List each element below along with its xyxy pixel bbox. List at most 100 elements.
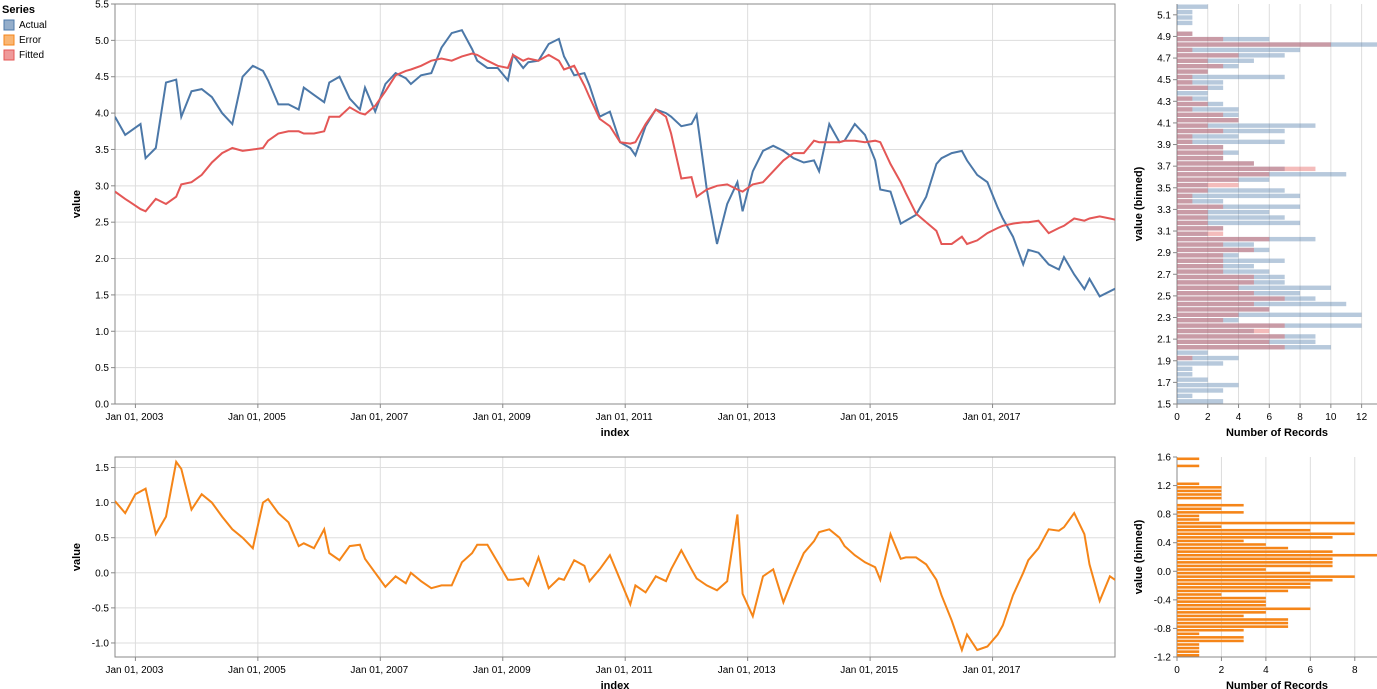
histogram-bar-actual <box>1177 307 1270 312</box>
histogram-bar-fitted <box>1177 280 1254 285</box>
y-tick-label: -1.2 <box>1154 653 1172 664</box>
histogram-bar-actual <box>1177 96 1208 101</box>
histogram-bar-fitted <box>1177 220 1208 226</box>
x-axis-title: Number of Records <box>1226 427 1328 439</box>
histogram-bar-fitted <box>1177 150 1224 155</box>
histogram-bar-actual <box>1177 263 1254 269</box>
x-tick-label: Jan 01, 2009 <box>473 665 531 676</box>
histogram-bar-fitted <box>1177 328 1270 334</box>
x-tick-label: 0 <box>1174 665 1180 676</box>
histogram-bar-error <box>1177 493 1222 496</box>
histogram-bar-fitted <box>1177 226 1224 231</box>
y-tick-label: 1.0 <box>95 327 109 338</box>
histogram-bar-fitted <box>1177 301 1254 307</box>
x-tick-label: Jan 01, 2003 <box>105 665 163 676</box>
histogram-bar-error <box>1177 628 1244 632</box>
histogram-bar-actual <box>1177 388 1224 393</box>
histogram-bar-fitted <box>1177 36 1224 42</box>
histogram-bar-error <box>1177 593 1222 596</box>
histogram-bar-actual <box>1177 355 1239 361</box>
y-tick-label: -0.4 <box>1154 595 1172 606</box>
histogram-bar-actual <box>1177 242 1254 247</box>
histogram-bar-actual <box>1177 58 1254 63</box>
histogram-bar-error <box>1177 521 1355 525</box>
histogram-bar-fitted <box>1177 263 1224 269</box>
y-tick-label: 0.4 <box>1157 538 1171 549</box>
y-axis-title: value <box>71 543 83 571</box>
histogram-bar-actual <box>1177 53 1285 58</box>
histogram-bar-actual <box>1177 399 1224 404</box>
x-tick-label: 2 <box>1205 412 1211 423</box>
histogram-bar-actual <box>1177 177 1270 182</box>
histogram-bar-fitted <box>1177 47 1193 53</box>
x-tick-label: Jan 01, 2013 <box>718 665 776 676</box>
actual-fitted-histogram-panel: 0 2 4 6 8 10 12 1.5 1.7 1.9 2.1 2.3 2.5 2.7 2.9 3.1 3.3 3… <box>1133 4 1377 439</box>
y-tick-label: 4.5 <box>95 72 109 83</box>
histogram-bar-fitted <box>1177 334 1285 339</box>
histogram-bar-actual <box>1177 161 1254 166</box>
histogram-bar-fitted <box>1177 58 1208 63</box>
x-tick-label: Jan 01, 2007 <box>350 665 408 676</box>
x-tick-label: Jan 01, 2017 <box>963 665 1021 676</box>
histogram-bar-fitted <box>1177 318 1224 323</box>
histogram-bar-error <box>1177 596 1266 600</box>
y-tick-label: 3.5 <box>95 145 109 156</box>
y-tick-label: 4.9 <box>1157 32 1171 43</box>
y-axis-title: value (binned) <box>1133 519 1145 594</box>
series-line-fitted <box>115 52 1115 246</box>
histogram-bar-fitted <box>1177 161 1254 166</box>
histogram-bar-error <box>1177 611 1266 614</box>
histogram-bar-actual <box>1177 247 1270 253</box>
histogram-bar-fitted <box>1177 312 1239 318</box>
histogram-bar-actual <box>1177 366 1193 372</box>
histogram-bar-error <box>1177 600 1266 603</box>
histogram-bar-actual <box>1177 372 1193 377</box>
y-tick-label: 1.5 <box>95 290 109 301</box>
histogram-bar-fitted <box>1177 355 1193 361</box>
histogram-bar-actual <box>1177 361 1224 366</box>
y-tick-label: 3.0 <box>95 181 109 192</box>
histogram-bar-error <box>1177 650 1200 653</box>
histogram-bar-error <box>1177 496 1222 500</box>
histogram-bar-actual <box>1177 42 1377 47</box>
histogram-bar-fitted <box>1177 139 1193 145</box>
histogram-bar-actual <box>1177 74 1285 80</box>
x-tick-label: Jan 01, 2007 <box>350 412 408 423</box>
histogram-bar-actual <box>1177 85 1224 90</box>
legend-swatch-fitted <box>3 49 15 61</box>
y-tick-label: 0.5 <box>95 533 109 544</box>
histogram-bar-actual <box>1177 274 1285 280</box>
histogram-bar-actual <box>1177 80 1224 85</box>
histogram-bar-actual <box>1177 339 1316 345</box>
y-tick-label: 4.3 <box>1157 97 1171 108</box>
histogram-bar-fitted <box>1177 112 1224 118</box>
histogram-bar-actual <box>1177 236 1316 242</box>
histogram-bar-error <box>1177 543 1266 546</box>
x-tick-label: 6 <box>1308 665 1314 676</box>
histogram-bar-fitted <box>1177 177 1239 182</box>
histogram-bar-error <box>1177 646 1200 650</box>
y-tick-label: 1.7 <box>1157 378 1171 389</box>
histogram-bar-fitted <box>1177 145 1224 150</box>
y-tick-label: 1.6 <box>1157 453 1171 464</box>
x-tick-label: Jan 01, 2003 <box>105 412 163 423</box>
histogram-bar-fitted <box>1177 69 1208 74</box>
histogram-bar-error <box>1177 653 1200 657</box>
histogram-bar-error <box>1177 625 1289 628</box>
histogram-bar-actual <box>1177 334 1316 339</box>
histogram-bar-fitted <box>1177 247 1254 253</box>
histogram-bar-error <box>1177 532 1355 536</box>
histogram-bar-error <box>1177 514 1200 518</box>
histogram-bar-error <box>1177 639 1244 643</box>
x-tick-label: Jan 01, 2009 <box>473 412 531 423</box>
histogram-bar-actual <box>1177 4 1208 9</box>
histogram-bar-actual <box>1177 215 1285 220</box>
y-tick-label: 5.5 <box>95 0 109 11</box>
histogram-bar-error <box>1177 603 1266 607</box>
error-line-panel: -1.0 -0.5 0.0 0.5 1.0 1.5 Jan 01, 2003 Jan 01, … <box>71 456 1116 689</box>
histogram-bar-actual <box>1177 253 1239 258</box>
histogram-bar-fitted <box>1177 128 1224 134</box>
histogram-bar-fitted <box>1177 199 1193 204</box>
histogram-bar-actual <box>1177 301 1347 307</box>
actual-fitted-line-panel: 0.0 0.5 1.0 1.5 2.0 2.5 3.0 3.5 4.0 4.5 5.0 5.5 Jan … <box>71 0 1116 439</box>
